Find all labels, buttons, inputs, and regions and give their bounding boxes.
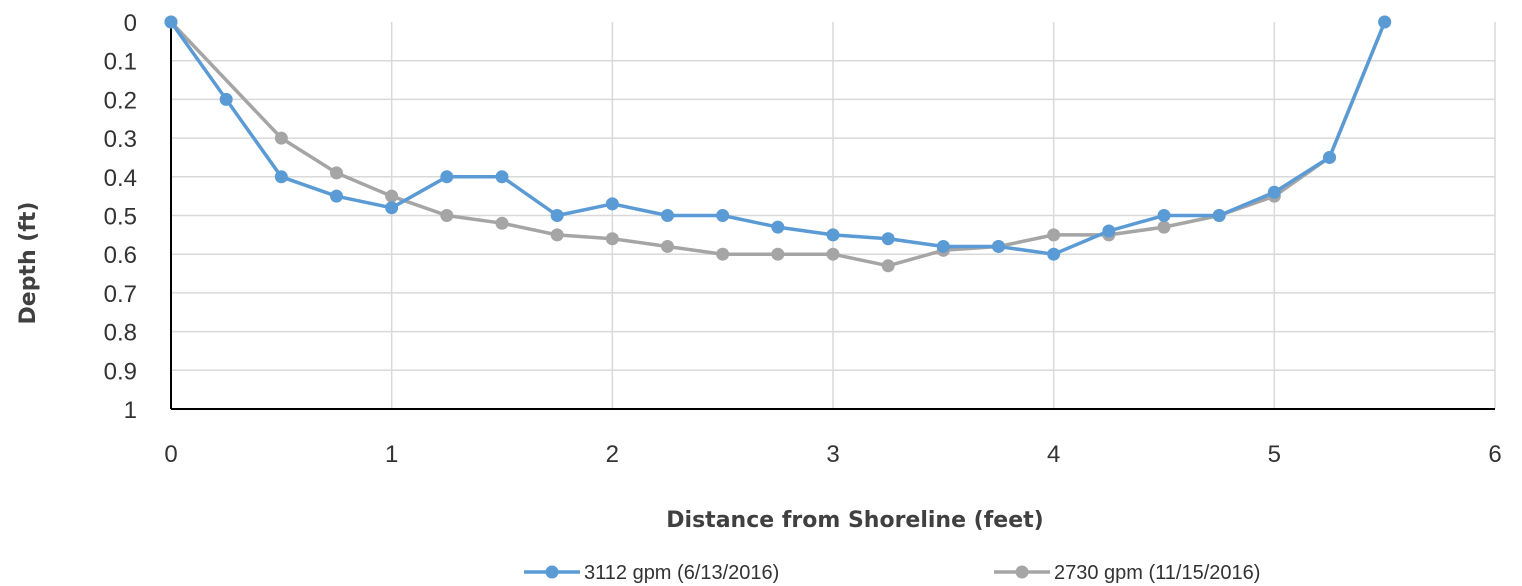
data-point bbox=[1157, 220, 1171, 234]
data-point bbox=[219, 92, 233, 106]
y-tick-label: 0.8 bbox=[104, 320, 137, 347]
data-point bbox=[1047, 228, 1061, 242]
x-tick-label: 6 bbox=[1488, 441, 1501, 468]
x-tick-labels: 0 1 2 3 4 5 6 bbox=[164, 441, 1501, 468]
y-tick-labels: 0 0.1 0.2 0.3 0.4 0.5 0.6 0.7 0.8 0.9 1 bbox=[104, 10, 137, 424]
data-point bbox=[605, 232, 619, 246]
data-point bbox=[164, 15, 178, 29]
data-point bbox=[385, 201, 399, 215]
data-point bbox=[274, 131, 288, 145]
y-tick-label: 1 bbox=[124, 397, 137, 424]
y-tick-label: 0.5 bbox=[104, 204, 137, 231]
data-point bbox=[826, 247, 840, 261]
y-tick-label: 0.3 bbox=[104, 126, 137, 153]
data-point bbox=[1323, 150, 1336, 164]
x-tick-label: 4 bbox=[1047, 441, 1060, 468]
data-point bbox=[771, 220, 785, 234]
series-line bbox=[169, 20, 1387, 268]
data-point bbox=[716, 209, 730, 222]
data-point bbox=[274, 170, 288, 184]
data-point bbox=[495, 216, 509, 230]
data-point bbox=[1212, 209, 1226, 222]
x-tick-label: 5 bbox=[1268, 441, 1281, 468]
data-point bbox=[771, 247, 785, 261]
data-point bbox=[1047, 247, 1061, 261]
series-layer bbox=[164, 15, 1392, 273]
data-point bbox=[661, 209, 674, 222]
data-point bbox=[440, 170, 454, 184]
x-tick-label: 2 bbox=[606, 441, 619, 468]
legend-entry-1: 3112 gpm (6/13/2016) bbox=[524, 562, 779, 584]
y-tick-label: 0.6 bbox=[104, 242, 137, 269]
y-axis-title: Depth (ft) bbox=[16, 202, 41, 325]
data-point bbox=[440, 209, 454, 222]
legend-label: 3112 gpm (6/13/2016) bbox=[584, 562, 779, 584]
x-tick-label: 1 bbox=[385, 441, 398, 468]
x-tick-label: 0 bbox=[164, 441, 177, 468]
data-point bbox=[716, 247, 730, 261]
data-point bbox=[330, 189, 343, 203]
data-point bbox=[550, 228, 564, 242]
data-point bbox=[826, 228, 840, 242]
data-point bbox=[330, 166, 343, 180]
y-tick-label: 0.7 bbox=[104, 281, 137, 308]
legend-label: 2730 gpm (11/15/2016) bbox=[1054, 562, 1260, 584]
gridlines bbox=[171, 22, 1496, 410]
data-point bbox=[992, 239, 1005, 253]
y-tick-label: 0 bbox=[124, 10, 137, 37]
legend-entry-2: 2730 gpm (11/15/2016) bbox=[994, 562, 1260, 584]
data-point bbox=[495, 170, 509, 184]
x-axis-title: Distance from Shoreline (feet) bbox=[666, 508, 1043, 533]
data-point bbox=[881, 232, 895, 246]
data-point bbox=[605, 197, 619, 211]
series-1 bbox=[164, 15, 1392, 261]
data-point bbox=[1157, 209, 1171, 222]
y-tick-label: 0.2 bbox=[104, 87, 137, 114]
data-point bbox=[1102, 224, 1116, 238]
series-2 bbox=[164, 15, 1392, 273]
data-point bbox=[1267, 185, 1281, 199]
legend: 3112 gpm (6/13/2016) 2730 gpm (11/15/2016… bbox=[524, 562, 1260, 584]
y-tick-label: 0.4 bbox=[104, 165, 137, 192]
legend-marker bbox=[1015, 565, 1029, 579]
axes bbox=[170, 22, 1495, 410]
data-point bbox=[661, 239, 674, 253]
y-tick-label: 0.1 bbox=[104, 49, 137, 76]
data-point bbox=[385, 189, 399, 203]
data-point bbox=[881, 259, 895, 273]
data-point bbox=[550, 209, 564, 222]
y-tick-label: 0.9 bbox=[104, 358, 137, 385]
x-tick-label: 3 bbox=[826, 441, 839, 468]
data-point bbox=[936, 239, 950, 253]
legend-marker bbox=[545, 565, 559, 579]
data-point bbox=[1378, 15, 1392, 29]
